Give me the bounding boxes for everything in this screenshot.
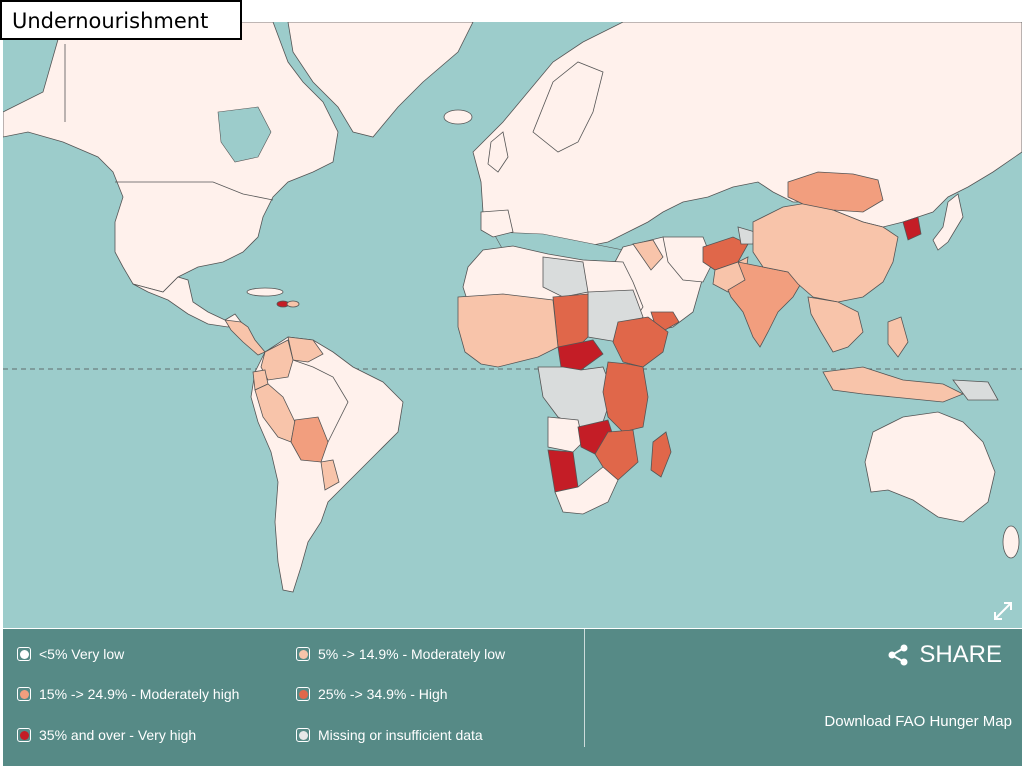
kashmir[interactable] (737, 226, 756, 245)
new-zealand[interactable] (1002, 525, 1020, 559)
expand-icon[interactable] (992, 600, 1014, 622)
scandinavia[interactable] (532, 61, 604, 153)
greenland[interactable] (287, 22, 474, 138)
canada-usa-border (115, 181, 274, 201)
madagascar[interactable] (650, 431, 672, 478)
brazil-border (292, 359, 349, 443)
legend-swatch-dot (19, 689, 29, 699)
dominican-republic[interactable] (286, 300, 300, 308)
share-button[interactable]: SHARE (887, 641, 1002, 669)
legend-swatch-dot (298, 689, 308, 699)
legend-label: 25% -> 34.9% - High (318, 686, 448, 702)
southeast-asia[interactable] (807, 296, 864, 353)
legend-swatch-dot (19, 730, 29, 740)
legend-label: 15% -> 24.9% - Moderately high (39, 686, 240, 702)
namibia[interactable] (547, 449, 579, 493)
paraguay[interactable] (320, 459, 340, 491)
legend-swatch (296, 728, 310, 742)
share-icon (888, 644, 908, 666)
papua-new-guinea[interactable] (952, 379, 999, 401)
legend-item-very-high: 35% and over - Very high (17, 727, 196, 743)
libya[interactable] (542, 256, 589, 298)
australia[interactable] (864, 411, 996, 523)
angola[interactable] (547, 416, 584, 453)
japan[interactable] (932, 193, 964, 251)
legend-label: 35% and over - Very high (39, 727, 197, 743)
legend-swatch (17, 728, 31, 742)
hudson-bay (217, 106, 272, 163)
indonesia[interactable] (822, 366, 964, 403)
iberia[interactable] (480, 209, 514, 238)
legend-swatch-dot (298, 649, 308, 659)
legend-swatch (17, 687, 31, 701)
map-title: Undernourishment (0, 0, 242, 40)
west-africa[interactable] (457, 293, 559, 368)
cuba[interactable] (246, 287, 284, 297)
north-korea[interactable] (902, 216, 922, 241)
world-map[interactable] (3, 22, 1022, 628)
legend-item-very-low: <5% Very low (17, 646, 124, 662)
united-kingdom[interactable] (487, 131, 509, 173)
legend-item-moderately-high: 15% -> 24.9% - Moderately high (17, 686, 239, 702)
mexico[interactable] (132, 276, 242, 328)
south-africa[interactable] (554, 466, 619, 515)
iran[interactable] (662, 236, 714, 283)
legend-item-moderately-low: 5% -> 14.9% - Moderately low (296, 646, 505, 662)
legend-swatch-dot (19, 649, 29, 659)
legend-label: <5% Very low (39, 646, 125, 662)
legend-swatch-dot (298, 730, 308, 740)
share-label: SHARE (919, 641, 1002, 668)
east-africa[interactable] (602, 361, 649, 433)
philippines[interactable] (887, 316, 909, 358)
legend-item-missing: Missing or insufficient data (296, 727, 483, 743)
legend-swatch (296, 647, 310, 661)
ethiopia-east-africa[interactable] (612, 316, 669, 368)
download-hunger-map-link[interactable]: Download FAO Hunger Map (824, 713, 1012, 730)
mongolia[interactable] (787, 171, 884, 213)
central-america[interactable] (224, 319, 266, 356)
legend-swatch (17, 647, 31, 661)
legend-panel: <5% Very low 5% -> 14.9% - Moderately lo… (3, 629, 1022, 766)
legend-divider (584, 629, 585, 747)
north-america[interactable] (3, 22, 339, 293)
syria-iraq[interactable] (632, 239, 664, 271)
legend-label: 5% -> 14.9% - Moderately low (318, 646, 506, 662)
central-african-republic[interactable] (557, 339, 604, 371)
legend-swatch (296, 687, 310, 701)
colombia[interactable] (260, 339, 294, 381)
iceland[interactable] (443, 109, 473, 125)
world-map-svg[interactable] (3, 22, 1022, 628)
legend-label: Missing or insufficient data (318, 727, 483, 743)
legend-item-high: 25% -> 34.9% - High (296, 686, 448, 702)
